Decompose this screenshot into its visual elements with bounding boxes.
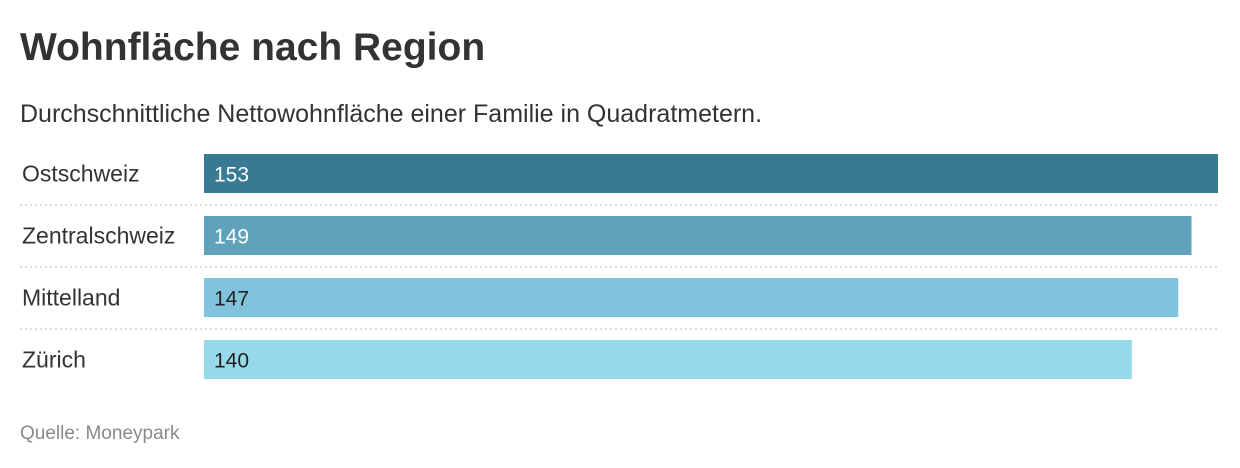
bar [204, 340, 1132, 379]
category-label: Zentralschweiz [22, 223, 175, 249]
source-note: Quelle: Moneypark [20, 423, 180, 444]
category-label: Ostschweiz [22, 161, 140, 187]
value-label: 149 [214, 226, 249, 249]
value-label: 140 [214, 350, 249, 373]
chart-subtitle: Durchschnittliche Nettowohnfläche einer … [20, 100, 763, 128]
bar [204, 154, 1218, 193]
bar [204, 216, 1192, 255]
category-label: Zürich [22, 347, 86, 373]
value-label: 147 [214, 288, 249, 311]
bar [204, 278, 1179, 317]
category-label: Mittelland [22, 285, 120, 311]
value-label: 153 [214, 164, 249, 187]
chart-title: Wohnfläche nach Region [20, 26, 486, 69]
